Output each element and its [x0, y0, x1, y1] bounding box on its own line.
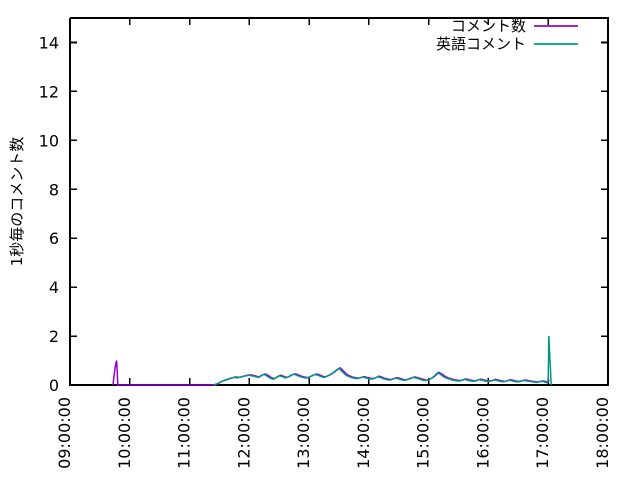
x-tick-label: 15:00:00 — [414, 397, 433, 469]
legend-label: 英語コメント — [436, 35, 526, 53]
series-line — [213, 336, 552, 386]
y-axis-title: 1秒毎のコメント数 — [8, 137, 26, 267]
x-tick-label: 10:00:00 — [115, 397, 134, 469]
x-tick-label: 17:00:00 — [533, 397, 552, 469]
y-tick-label: 8 — [49, 180, 59, 199]
legend-label: コメント数 — [451, 17, 526, 35]
y-tick-label: 12 — [39, 82, 59, 101]
x-tick-label: 14:00:00 — [354, 397, 373, 469]
x-tick-label: 09:00:00 — [55, 397, 74, 469]
y-tick-label: 6 — [49, 229, 59, 248]
x-tick-label: 12:00:00 — [234, 397, 253, 469]
x-axis-ticks: 09:00:00 10:00:00 11:00:00 12:00:00 13:00:00… — [55, 18, 612, 469]
axis-titles: 1秒毎のコメント数 — [8, 137, 26, 267]
x-tick-label: 18:00:00 — [593, 397, 612, 469]
x-tick-label: 11:00:00 — [175, 397, 194, 469]
y-tick-label: 2 — [49, 327, 59, 346]
data-series-group — [112, 336, 552, 386]
y-tick-label: 10 — [39, 131, 59, 150]
y-tick-label: 14 — [39, 33, 59, 52]
x-tick-label: 16:00:00 — [473, 397, 492, 469]
y-axis-ticks: 0 2 4 6 8 10 12 14 — [39, 33, 608, 395]
y-tick-label: 0 — [49, 376, 59, 395]
x-tick-label: 13:00:00 — [294, 397, 313, 469]
y-tick-label: 4 — [49, 278, 59, 297]
